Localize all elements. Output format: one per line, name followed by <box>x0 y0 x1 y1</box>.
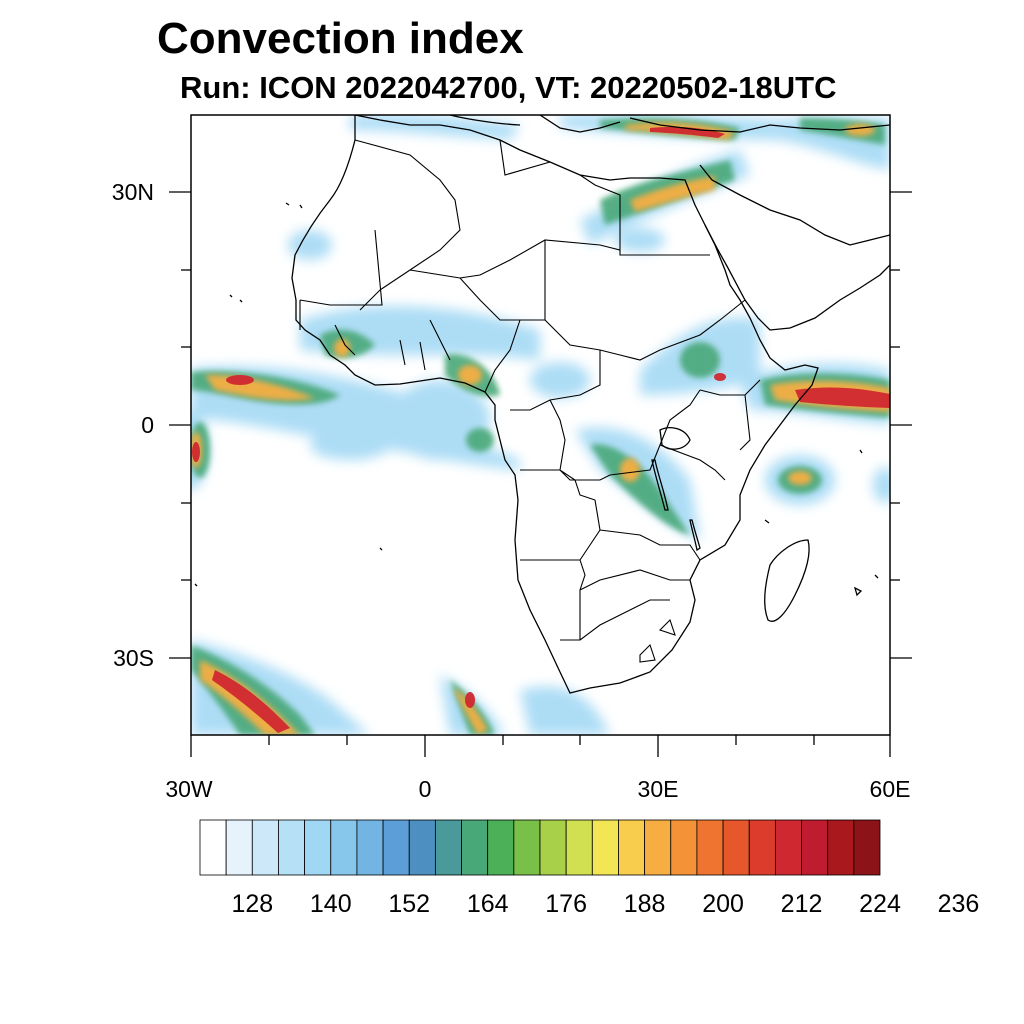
lake-malawi <box>689 519 701 552</box>
lake-victoria <box>659 427 691 450</box>
colorbar-swatch <box>644 819 672 876</box>
colorbar-swatch <box>304 819 332 876</box>
colorbar <box>199 819 881 876</box>
colorbar-swatch <box>382 819 410 876</box>
colorbar-tick-label: 128 <box>231 890 273 918</box>
map-coastlines-borders <box>194 115 890 694</box>
colorbar-tick-label: 176 <box>545 890 587 918</box>
colorbar-swatch <box>853 819 881 876</box>
page-title: Convection index <box>157 14 524 63</box>
colorbar-swatch <box>670 819 698 876</box>
colorbar-swatch <box>408 819 436 876</box>
colorbar-swatch <box>618 819 646 876</box>
y-tick-label: 30N <box>112 179 154 205</box>
country-borders <box>299 139 761 663</box>
x-tick-labels: 30W 0 30E 60E <box>165 776 910 802</box>
colorbar-tick-label: 224 <box>859 890 901 918</box>
colorbar-swatch <box>774 819 802 876</box>
colorbar-tick-label: 200 <box>702 890 744 918</box>
colorbar-tick-label: 236 <box>938 890 980 918</box>
arabia-coastline <box>699 164 890 331</box>
europe-coastline <box>449 115 890 133</box>
colorbar-swatch <box>278 819 306 876</box>
colorbar-tick-label: 188 <box>624 890 666 918</box>
x-tick-label: 60E <box>870 776 911 802</box>
y-tick-label: 30S <box>113 645 154 671</box>
colorbar-swatch <box>722 819 750 876</box>
colorbar-swatch <box>356 819 384 876</box>
y-tick-labels: 30N 0 30S <box>112 179 154 671</box>
page-subtitle: Run: ICON 2022042700, VT: 20220502-18UTC <box>180 70 837 105</box>
convection-peak-layer <box>192 126 890 733</box>
colorbar-swatch <box>696 819 724 876</box>
convection-halo-layer <box>191 115 890 735</box>
x-tick-label: 30E <box>638 776 679 802</box>
colorbar-swatch <box>565 819 593 876</box>
axis-ticks <box>169 191 912 757</box>
convection-field <box>191 115 890 735</box>
x-tick-label: 0 <box>419 776 432 802</box>
colorbar-swatch <box>487 819 515 876</box>
colorbar-swatch <box>225 819 253 876</box>
x-tick-label: 30W <box>165 776 213 802</box>
islands <box>194 202 879 597</box>
colorbar-swatch <box>801 819 829 876</box>
colorbar-tick-label: 212 <box>781 890 823 918</box>
colorbar-swatch <box>513 819 541 876</box>
madagascar-coastline <box>764 539 810 622</box>
colorbar-tick-label: 164 <box>467 890 509 918</box>
y-tick-label: 0 <box>141 412 154 438</box>
colorbar-swatch <box>827 819 855 876</box>
colorbar-swatch <box>434 819 462 876</box>
colorbar-swatch <box>461 819 489 876</box>
colorbar-labels: 128 140 152 164 176 188 200 212 224 236 <box>231 890 979 918</box>
colorbar-swatch <box>591 819 619 876</box>
colorbar-tick-label: 140 <box>310 890 352 918</box>
colorbar-swatch <box>539 819 567 876</box>
colorbar-tick-label: 152 <box>388 890 430 918</box>
colorbar-swatch <box>748 819 776 876</box>
lake-tanganyika <box>651 459 669 511</box>
colorbar-swatch <box>330 819 358 876</box>
colorbar-swatch <box>251 819 279 876</box>
colorbar-swatch <box>199 819 227 876</box>
